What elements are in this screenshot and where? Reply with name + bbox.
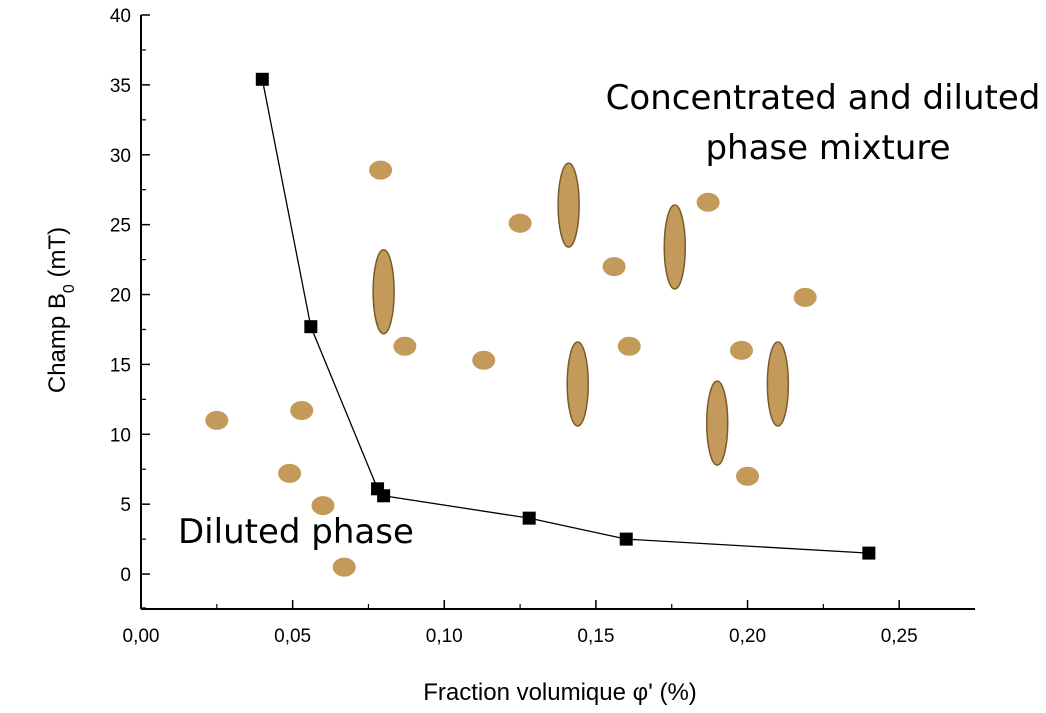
axes: 0 5 10 15 20 25 30 35 40 0,00 0,05 0,10 0,15 0,20 0,25 (110, 6, 975, 647)
droplet-8 (508, 213, 532, 233)
droplet-5 (369, 160, 393, 180)
y-axis-title: Champ B0 (mT) (44, 227, 78, 393)
droplet-3 (311, 496, 335, 516)
data-point-0-4 (522, 511, 536, 525)
y-axis-title-unit: (mT) (44, 227, 71, 284)
droplet-9 (602, 257, 626, 277)
elongated-droplet-17 (566, 341, 589, 427)
y-tick-label-5: 25 (110, 216, 131, 237)
annotation-diluted-phase: Diluted phase (178, 512, 414, 552)
x-tick-label-1: 0,05 (274, 626, 311, 647)
droplet-2 (290, 401, 314, 421)
annotation-mixture-line-1: Concentrated and diluted (606, 78, 1041, 118)
y-tick-label-2: 10 (110, 425, 131, 446)
data-point-0-1 (304, 320, 318, 334)
droplet-6 (393, 336, 417, 356)
droplet-11 (696, 192, 720, 212)
elongated-droplet-19 (705, 380, 729, 466)
data-point-0-6 (862, 546, 876, 560)
droplet-14 (793, 287, 817, 307)
y-tick-label-1: 5 (120, 495, 131, 516)
decoration-layer (205, 160, 817, 577)
elongated-droplet-16 (557, 162, 580, 248)
x-tick-label-2: 0,10 (426, 626, 463, 647)
annotation-mixture-line-2: phase mixture (705, 128, 950, 168)
droplet-4 (332, 557, 356, 577)
droplet-0 (205, 410, 229, 430)
y-tick-label-7: 35 (110, 76, 131, 97)
y-tick-label-6: 30 (110, 146, 131, 167)
droplet-7 (472, 350, 496, 370)
x-tick-label-5: 0,25 (881, 626, 918, 647)
y-tick-label-8: 40 (110, 6, 131, 27)
droplet-1 (278, 463, 302, 483)
x-tick-label-4: 0,20 (729, 626, 766, 647)
x-tick-label-0: 0,00 (123, 626, 160, 647)
y-tick-label-3: 15 (110, 355, 131, 376)
elongated-droplet-15 (372, 248, 395, 335)
y-tick-label-4: 20 (110, 286, 131, 307)
x-axis-title: Fraction volumique φ' (%) (423, 679, 697, 706)
y-axis-title-subscript: 0 (61, 284, 78, 293)
data-point-0-5 (619, 532, 633, 546)
x-tick-label-3: 0,15 (577, 626, 614, 647)
elongated-droplet-18 (663, 204, 687, 290)
droplet-10 (617, 336, 641, 356)
elongated-droplet-20 (766, 341, 790, 427)
droplet-12 (729, 340, 753, 360)
data-point-0-3 (377, 489, 391, 503)
y-tick-label-0: 0 (120, 565, 131, 586)
y-axis-title-main: Champ B (44, 293, 71, 393)
data-point-0-0 (255, 72, 269, 86)
data-series (255, 72, 876, 560)
droplet-13 (736, 466, 760, 486)
